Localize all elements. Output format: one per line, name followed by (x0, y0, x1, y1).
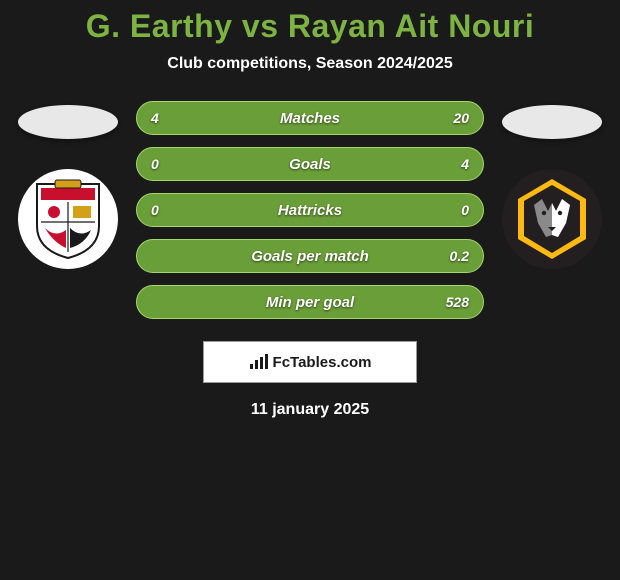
club-logo-right (502, 169, 602, 269)
stat-right-value: 20 (453, 110, 469, 126)
stat-bars: 4 Matches 20 0 Goals 4 0 Hattricks 0 Goa… (136, 101, 484, 319)
stat-right-value: 4 (461, 156, 469, 172)
stat-label: Hattricks (137, 202, 483, 219)
source-logo-text: FcTables.com (273, 354, 372, 371)
left-side (18, 101, 118, 269)
stat-label: Goals per match (137, 248, 483, 265)
player-photo-placeholder-left (18, 105, 118, 139)
subtitle: Club competitions, Season 2024/2025 (0, 55, 620, 73)
stat-label: Min per goal (137, 294, 483, 311)
stat-right-value: 528 (446, 294, 469, 310)
stat-left-value: 0 (151, 202, 159, 218)
stat-right-value: 0 (461, 202, 469, 218)
wolves-crest-icon (514, 177, 590, 261)
stat-row-hattricks: 0 Hattricks 0 (136, 193, 484, 227)
bar-chart-icon (249, 354, 269, 370)
comparison-infographic: G. Earthy vs Rayan Ait Nouri Club compet… (0, 0, 620, 580)
bristol-city-crest-icon (33, 178, 103, 260)
page-title: G. Earthy vs Rayan Ait Nouri (0, 8, 620, 45)
main-row: 4 Matches 20 0 Goals 4 0 Hattricks 0 Goa… (0, 101, 620, 319)
stat-row-matches: 4 Matches 20 (136, 101, 484, 135)
stat-right-value: 0.2 (450, 248, 469, 264)
stat-left-value: 0 (151, 156, 159, 172)
date-label: 11 january 2025 (0, 401, 620, 419)
stat-left-value: 4 (151, 110, 159, 126)
stat-label: Goals (137, 156, 483, 173)
source-logo-box: FcTables.com (203, 341, 417, 383)
stat-row-goals-per-match: Goals per match 0.2 (136, 239, 484, 273)
stat-row-min-per-goal: Min per goal 528 (136, 285, 484, 319)
right-side (502, 101, 602, 269)
player-photo-placeholder-right (502, 105, 602, 139)
stat-label: Matches (137, 110, 483, 127)
club-logo-left (18, 169, 118, 269)
stat-row-goals: 0 Goals 4 (136, 147, 484, 181)
